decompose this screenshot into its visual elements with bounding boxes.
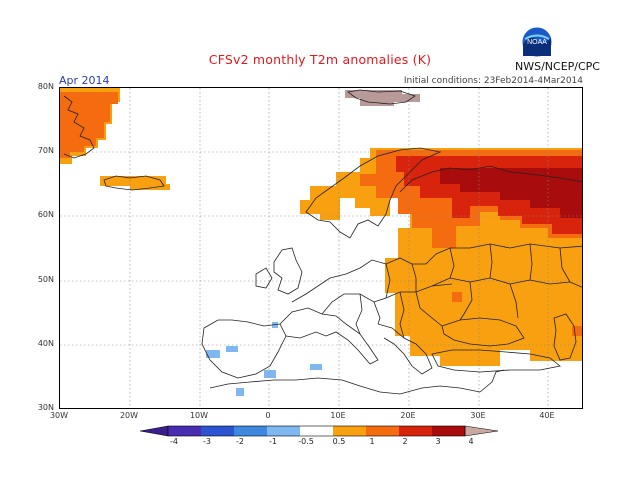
lon-label: 20E: [400, 411, 416, 420]
colorbar-label: 3: [435, 437, 441, 446]
anomaly-blue-patch: [310, 364, 322, 370]
anomaly-map: [60, 88, 582, 408]
anomaly-red-patch: [452, 292, 462, 302]
colorbar-label: 1: [369, 437, 375, 446]
lat-label: 70N: [37, 146, 54, 155]
colorbar-swatch: [333, 426, 366, 436]
anomaly-east-darkred: [440, 168, 582, 218]
anomaly-fields: [60, 88, 582, 396]
colorbar-label: 4: [468, 437, 474, 446]
map-panel: [59, 87, 583, 409]
anomaly-blue-patch: [236, 388, 244, 396]
chart-title: CFSv2 monthly T2m anomalies (K): [208, 52, 432, 67]
colorbar-swatch: [366, 426, 399, 436]
colorbar: [139, 425, 499, 437]
anomaly-red-patch: [572, 326, 582, 336]
colorbar-arrow-left: [139, 425, 169, 437]
lon-label: 20W: [119, 411, 139, 420]
colorbar-swatch: [201, 426, 234, 436]
lat-label: 60N: [37, 210, 54, 219]
colorbar-swatch: [432, 426, 465, 436]
anomaly-greenland-darkorange: [60, 92, 118, 158]
colorbar-arrow-right: [464, 425, 499, 437]
forecast-period: Apr 2014: [59, 74, 110, 87]
colorbar-swatch: [234, 426, 267, 436]
colorbar-label: 2: [402, 437, 408, 446]
colorbar-swatch: [300, 426, 333, 436]
colorbar-label: 0.5: [332, 437, 346, 446]
colorbar-label: -2: [236, 437, 244, 446]
lat-label: 80N: [37, 82, 54, 91]
lon-label: 30E: [470, 411, 486, 420]
anomaly-blue-patch: [226, 346, 238, 352]
anomaly-blue-patch: [206, 350, 220, 358]
lon-label: 0: [265, 411, 271, 420]
gridlines: [60, 88, 582, 408]
agency-label: NWS/NCEP/CPC: [515, 60, 600, 73]
lat-label: 30N: [37, 403, 54, 412]
lon-label: 30W: [49, 411, 69, 420]
anomaly-iceland: [100, 176, 170, 190]
initial-conditions: Initial conditions: 23Feb2014-4Mar2014: [403, 76, 583, 86]
lon-label: 10E: [330, 411, 346, 420]
anomaly-svalbard: [345, 90, 420, 106]
lat-label: 40N: [37, 339, 54, 348]
noaa-logo: NOAA: [521, 26, 553, 58]
colorbar-swatch: [267, 426, 300, 436]
colorbar-label: -0.5: [298, 437, 314, 446]
colorbar-label: -4: [170, 437, 178, 446]
colorbar-swatch: [399, 426, 432, 436]
colorbar-label: -3: [203, 437, 211, 446]
lon-label: 10W: [189, 411, 209, 420]
lon-label: 40E: [539, 411, 555, 420]
coastlines: [63, 89, 582, 395]
colorbar-label: -1: [269, 437, 277, 446]
lat-label: 50N: [37, 275, 54, 284]
colorbar-swatch: [168, 426, 201, 436]
anomaly-blue-patch: [264, 370, 276, 378]
logo-text: NOAA: [527, 39, 547, 46]
